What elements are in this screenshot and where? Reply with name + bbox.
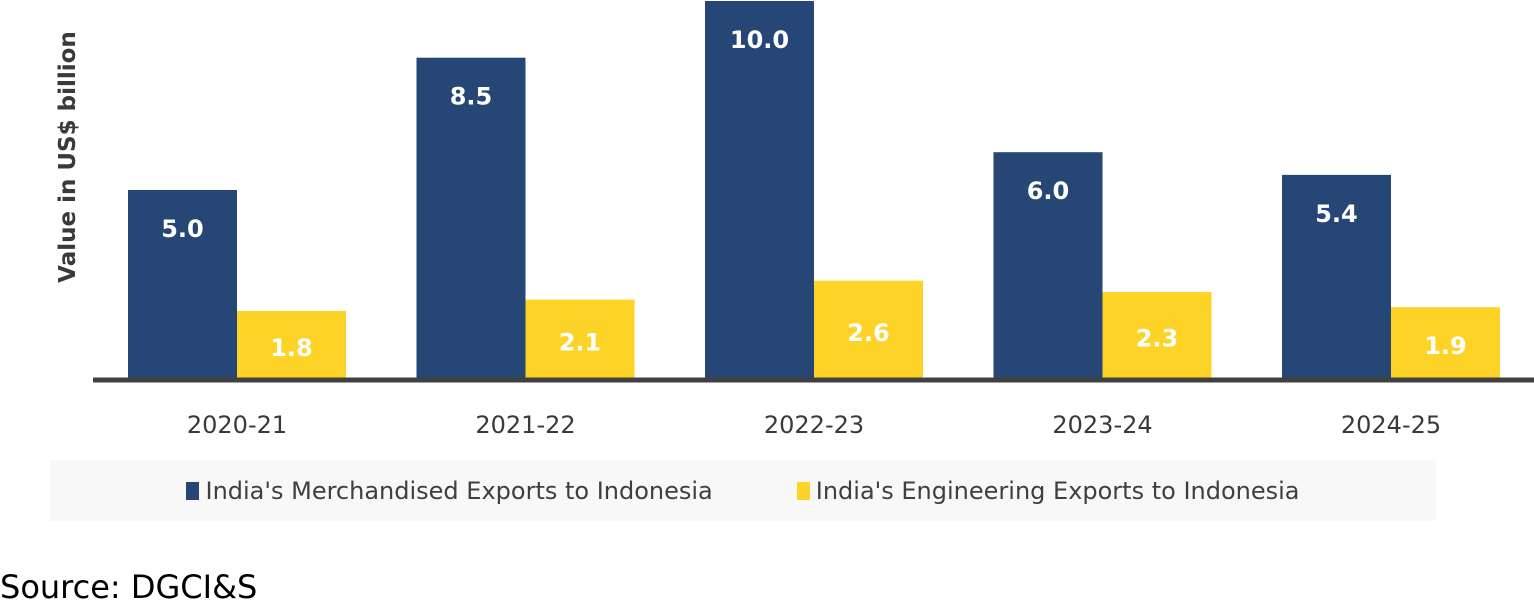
x-tick-label-2023-24: 2023-24 [1052,411,1152,439]
bar-merchandised-2024-25 [1282,174,1391,379]
bar-merchandised-2023-24 [993,152,1103,379]
legend-item-merchandised: India's Merchandised Exports to Indonesi… [186,476,713,505]
bar-engineering-2020-21 [237,310,346,379]
data-label-merchandised-2022-23: 10.0 [730,26,789,54]
bar-merchandised-2020-21 [128,190,237,379]
legend-swatch-engineering [796,481,810,500]
bar-merchandised-2021-22 [416,57,526,379]
legend-label-merchandised: India's Merchandised Exports to Indonesi… [205,476,713,505]
y-axis-label: Value in US$ billion [55,31,81,283]
legend-item-engineering: India's Engineering Exports to Indonesia [796,476,1300,505]
data-label-merchandised-2024-25: 5.4 [1315,200,1358,228]
legend-swatch-merchandised [186,481,200,500]
bar-merchandised-2022-23 [705,1,814,379]
data-label-engineering-2021-22: 2.1 [559,328,602,356]
bar-engineering-2023-24 [1102,292,1212,379]
data-label-engineering-2022-23: 2.6 [847,319,890,347]
data-label-merchandised-2020-21: 5.0 [161,215,204,243]
bar-engineering-2022-23 [814,280,923,379]
legend: India's Merchandised Exports to Indonesi… [50,460,1436,521]
data-label-engineering-2024-25: 1.9 [1424,332,1467,360]
x-tick-label-2021-22: 2021-22 [475,411,575,439]
data-label-engineering-2020-21: 1.8 [270,334,313,362]
x-tick-label-2020-21: 2020-21 [187,411,287,439]
bar-chart: 5.0 1.8 2020-21 8.5 2.1 2021-22 10.0 2.6 2022-23… [93,1,1534,439]
bar-engineering-2024-25 [1391,307,1500,379]
x-tick-label-2024-25: 2024-25 [1341,411,1441,439]
data-label-merchandised-2023-24: 6.0 [1027,177,1070,205]
data-label-engineering-2023-24: 2.3 [1136,325,1179,353]
data-label-merchandised-2021-22: 8.5 [450,83,493,111]
x-tick-label-2022-23: 2022-23 [764,411,864,439]
bar-engineering-2021-22 [525,299,635,379]
legend-label-engineering: India's Engineering Exports to Indonesia [815,476,1300,505]
source-note: Source: DGCI&S [0,568,258,606]
